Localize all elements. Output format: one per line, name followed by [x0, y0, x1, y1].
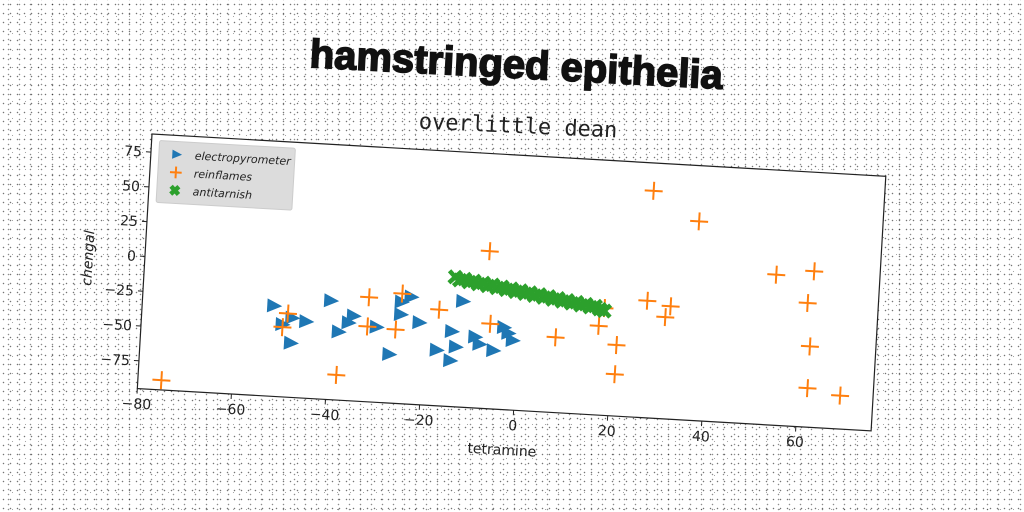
- data-point-reinflames: [480, 242, 499, 261]
- data-point-reinflames: [589, 316, 608, 335]
- y-tick-label: −50: [102, 317, 132, 335]
- data-point-electropyrometer: [412, 315, 428, 330]
- data-point-reinflames: [767, 265, 786, 284]
- data-point-reinflames: [644, 181, 663, 200]
- data-point-reinflames: [798, 379, 817, 398]
- data-point-electropyrometer: [443, 353, 459, 368]
- data-point-electropyrometer: [467, 329, 484, 344]
- data-point-reinflames: [393, 284, 412, 303]
- data-point-electropyrometer: [505, 333, 521, 348]
- x-tick-label: −80: [121, 396, 151, 414]
- legend-label-antitarnish: antitarnish: [192, 185, 252, 201]
- data-point-electropyrometer: [393, 307, 410, 322]
- data-point-reinflames: [661, 297, 680, 316]
- data-point-reinflames: [546, 328, 565, 347]
- data-point-electropyrometer: [486, 343, 502, 358]
- data-point-reinflames: [327, 365, 346, 384]
- x-tick-label: −40: [309, 407, 339, 425]
- data-point-reinflames: [152, 371, 171, 390]
- data-point-electropyrometer: [283, 335, 299, 350]
- data-point-reinflames: [386, 320, 405, 339]
- data-point-reinflames: [638, 291, 657, 310]
- x-axis-label: tetramine: [467, 441, 537, 461]
- data-point-electropyrometer: [298, 314, 315, 329]
- data-point-electropyrometer: [448, 339, 464, 354]
- data-point-reinflames: [607, 335, 626, 355]
- data-point-reinflames: [605, 365, 624, 384]
- y-tick-label: −75: [100, 352, 130, 370]
- data-point-electropyrometer: [346, 308, 362, 323]
- x-tick-label: 60: [786, 434, 805, 451]
- plot: −80 −60 −40 −20 0 20 40 60 −75 −50 −25 0 25 50 75 tetra…: [79, 133, 887, 461]
- data-point-electropyrometer: [429, 342, 445, 357]
- data-point-reinflames: [481, 314, 500, 333]
- data-point-electropyrometer: [501, 325, 517, 340]
- data-point-reinflames: [273, 318, 292, 337]
- x-tick-label: −60: [215, 401, 245, 419]
- y-tick-label: 75: [124, 144, 143, 161]
- data-point-electropyrometer: [455, 293, 472, 308]
- legend-label-reinflames: reinflames: [193, 167, 252, 183]
- data-point-reinflames: [656, 308, 675, 327]
- data-point-reinflames: [360, 288, 379, 307]
- y-tick-label: −25: [104, 282, 134, 300]
- legend-marker-antitarnish: [169, 184, 181, 197]
- data-point-electropyrometer: [472, 336, 488, 351]
- y-tick-label: 0: [127, 248, 137, 264]
- x-tick-label: 0: [508, 418, 518, 434]
- plot-area: [136, 133, 887, 432]
- legend-marker-electropyrometer: [172, 149, 183, 159]
- data-point-electropyrometer: [341, 315, 357, 330]
- data-point-reinflames: [430, 300, 449, 319]
- data-point-reinflames: [278, 304, 297, 323]
- y-axis-label: chengal: [79, 230, 98, 286]
- data-point-electropyrometer: [323, 293, 340, 308]
- x-tick-label: 40: [691, 429, 710, 446]
- legend-marker-reinflames: [169, 166, 182, 179]
- data-point-electropyrometer: [331, 324, 347, 339]
- data-point-reinflames: [805, 262, 824, 281]
- data-point-reinflames: [798, 293, 817, 313]
- y-tick-label: 25: [120, 213, 139, 230]
- data-point-reinflames: [831, 386, 850, 405]
- chart-title: hamstringed epithelia: [309, 32, 725, 98]
- data-point-electropyrometer: [496, 319, 513, 334]
- axes: −80 −60 −40 −20 0 20 40 60 −75 −50 −25 0 25 50 75 tetra…: [79, 144, 805, 461]
- chart-subtitle: overlittle dean: [418, 110, 618, 144]
- data-point-antitarnish: [596, 302, 613, 319]
- legend-label-electropyrometer: electropyrometer: [194, 150, 292, 169]
- data-point-reinflames: [800, 337, 819, 356]
- data-point-electropyrometer: [444, 323, 461, 338]
- x-tick-label: 20: [597, 423, 616, 440]
- y-tick-label: 50: [122, 178, 141, 195]
- data-point-electropyrometer: [382, 346, 398, 361]
- legend-box: [155, 140, 296, 211]
- data-point-reinflames: [690, 212, 709, 231]
- data-point-reinflames: [358, 317, 377, 336]
- x-tick-label: −20: [403, 412, 433, 430]
- data-marks: [152, 181, 850, 405]
- data-point-electropyrometer: [369, 319, 385, 334]
- data-point-electropyrometer: [266, 298, 283, 313]
